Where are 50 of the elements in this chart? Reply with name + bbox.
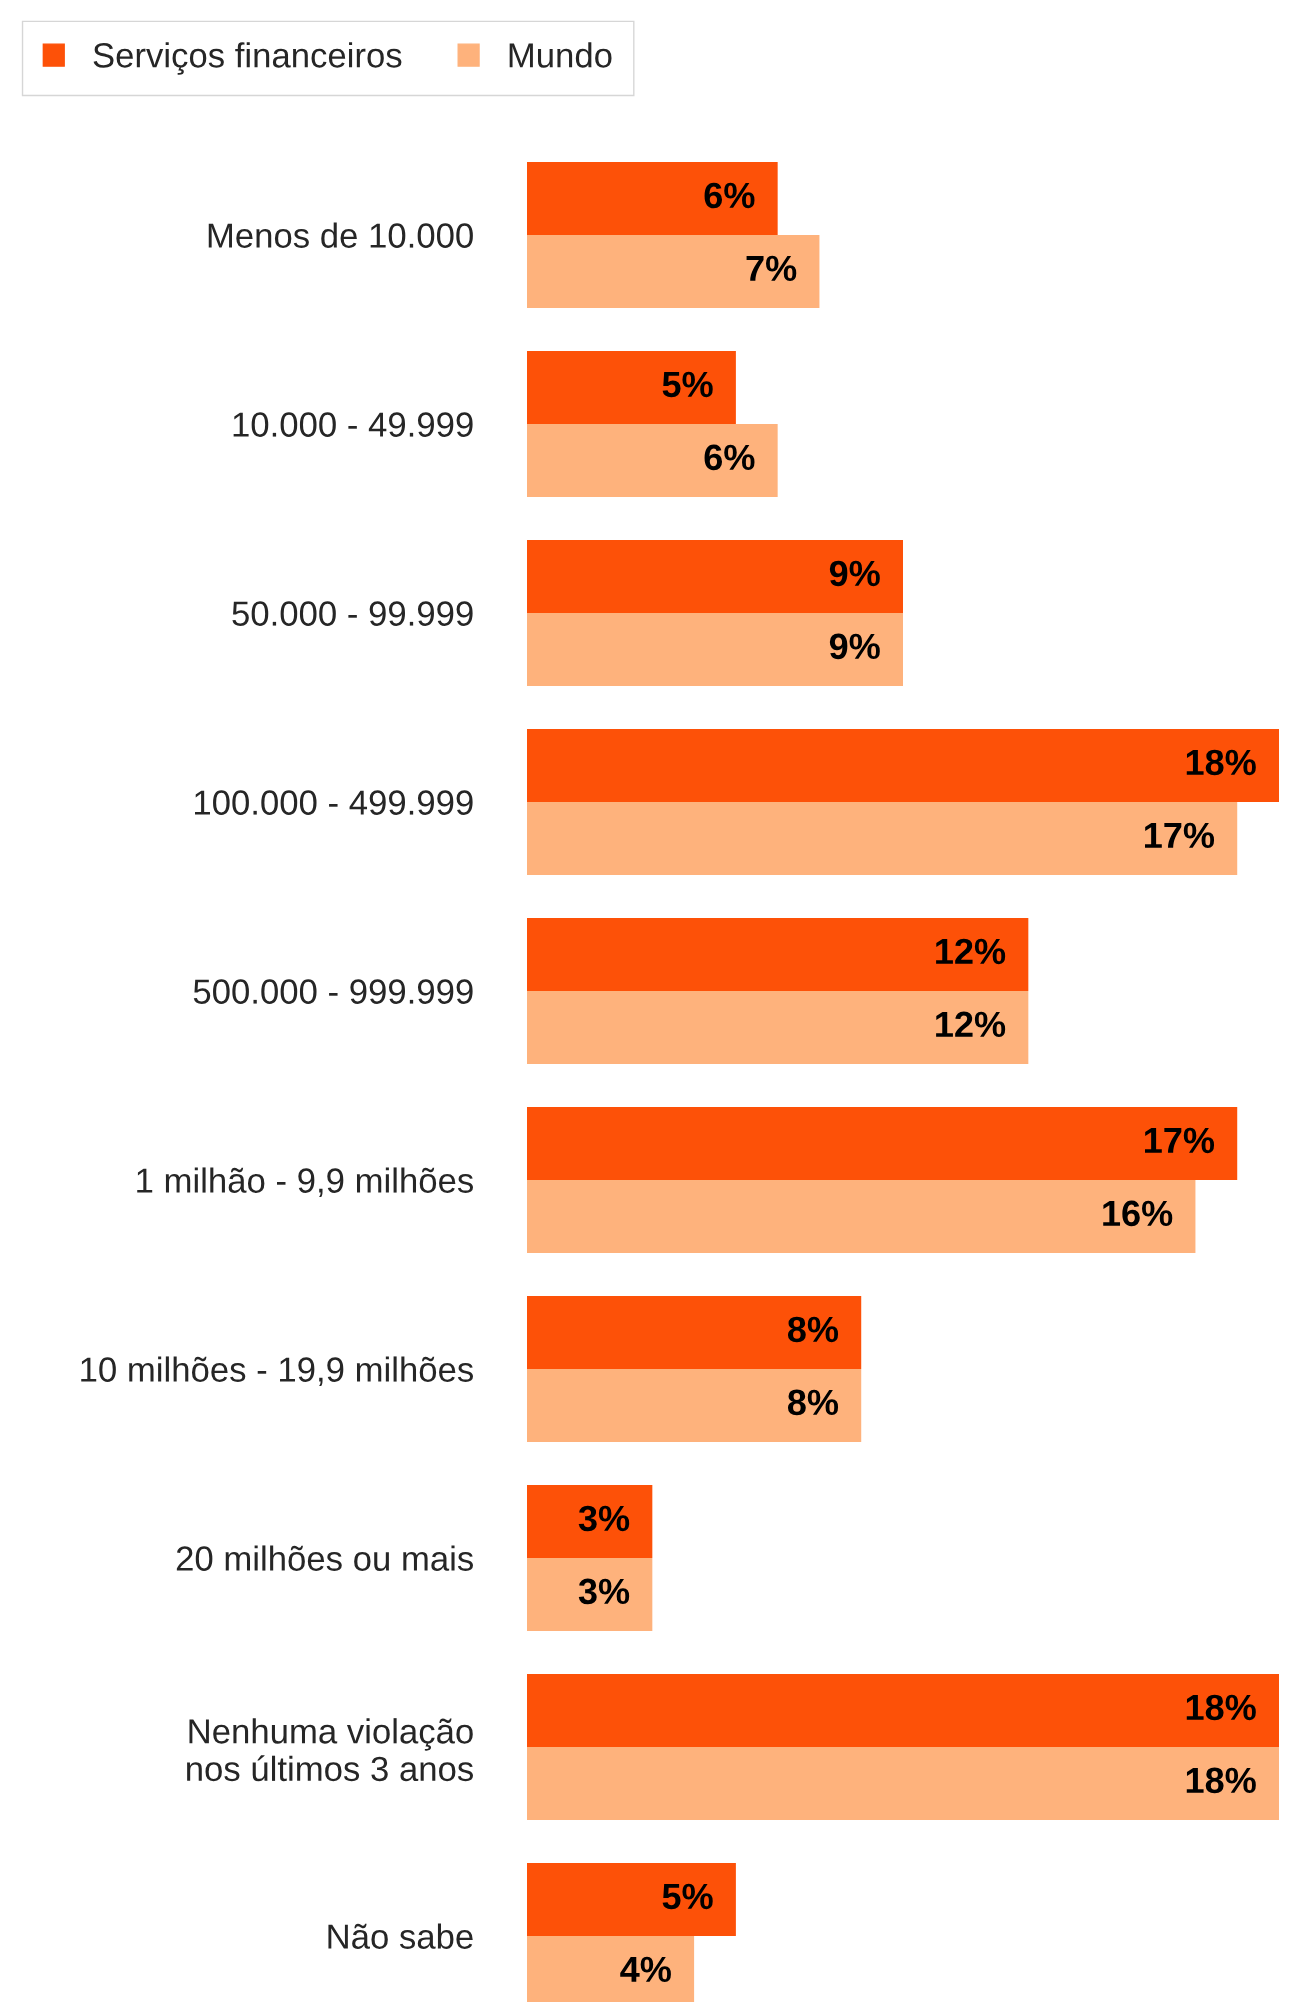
bar: [527, 613, 903, 686]
data-label: 17%: [1145, 1127, 1215, 1154]
data-label: 5%: [662, 1883, 713, 1910]
data-label: 3%: [578, 1505, 630, 1532]
bar: [527, 1107, 1238, 1180]
bar: [527, 729, 1279, 802]
y-tick-label: 500.000 - 999.999: [193, 979, 473, 1004]
bar: [527, 1296, 862, 1369]
bar: [527, 918, 1029, 991]
data-label: 12%: [936, 1011, 1006, 1038]
bar: [527, 802, 1238, 875]
bar: [527, 162, 778, 235]
data-label: 9%: [829, 560, 880, 587]
data-label: 3%: [578, 1578, 630, 1605]
data-label: 18%: [1186, 1767, 1256, 1794]
legend-label: Serviços financeiros: [93, 42, 402, 75]
y-tick-label: 1 milhão - 9,9 milhões: [137, 1167, 473, 1198]
y-tick-label: 20 milhões ou mais: [176, 1545, 473, 1571]
bar: [527, 351, 736, 424]
bar: [527, 235, 820, 308]
legend-label: Mundo: [509, 42, 612, 68]
data-label: 5%: [662, 371, 713, 398]
data-label: 6%: [704, 444, 755, 471]
data-label: 16%: [1103, 1200, 1173, 1227]
bar: [527, 1674, 1279, 1747]
data-label: 6%: [704, 182, 755, 209]
data-label: 17%: [1145, 822, 1215, 849]
data-label: 7%: [746, 255, 797, 282]
y-tick-label: Menos de 10.000: [208, 222, 473, 248]
bar: [527, 1747, 1279, 1820]
bar: [527, 540, 903, 613]
bar: [527, 991, 1029, 1064]
bar: [527, 1180, 1196, 1253]
data-label: 4%: [620, 1956, 671, 1983]
bar: [527, 424, 778, 497]
data-label: 18%: [1186, 1694, 1256, 1721]
y-tick-label: Nenhuma violação nos últimos 3 anos: [187, 1718, 473, 1782]
data-label: 9%: [829, 633, 880, 660]
y-tick-label: 10.000 - 49.999: [233, 412, 473, 437]
bar: [527, 1558, 653, 1631]
data-label: 8%: [787, 1389, 839, 1416]
y-tick-label: 100.000 - 499.999: [195, 790, 473, 815]
bar: [527, 1369, 862, 1442]
y-tick-label: Não sabe: [328, 1923, 473, 1949]
data-label: 8%: [787, 1316, 839, 1343]
y-tick-label: 10 milhões - 19,9 milhões: [81, 1356, 473, 1387]
data-label: 18%: [1186, 749, 1256, 776]
data-label: 12%: [936, 938, 1006, 965]
y-tick-label: 50.000 - 99.999: [232, 601, 473, 626]
bar: [527, 1485, 653, 1558]
